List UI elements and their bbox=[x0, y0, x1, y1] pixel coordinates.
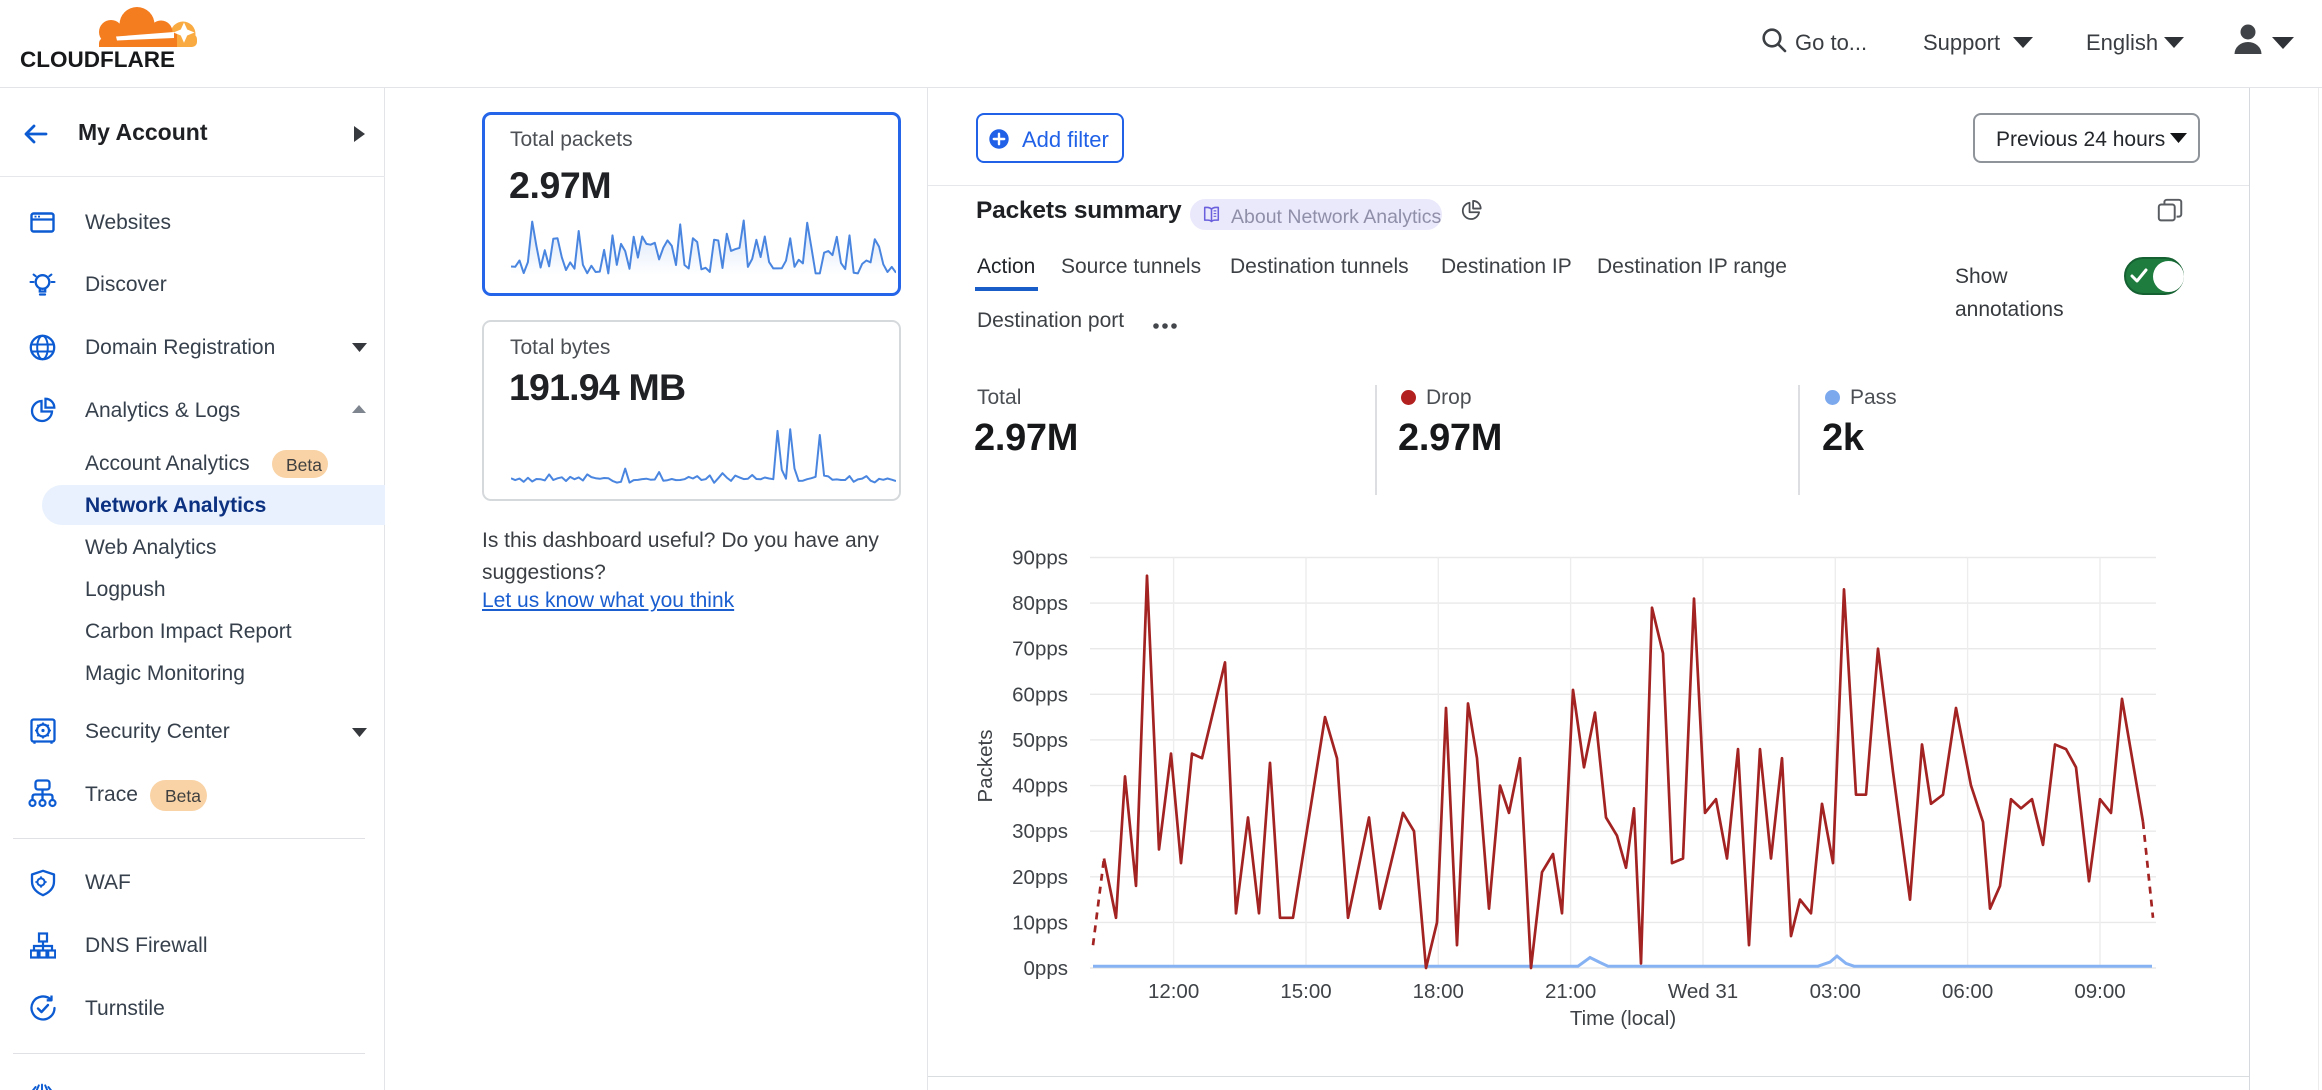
svg-text:21:00: 21:00 bbox=[1545, 980, 1596, 1003]
svg-text:15:00: 15:00 bbox=[1280, 980, 1331, 1003]
svg-text:90pps: 90pps bbox=[1012, 547, 1068, 570]
svg-text:03:00: 03:00 bbox=[1810, 980, 1861, 1003]
svg-text:09:00: 09:00 bbox=[2074, 980, 2125, 1003]
svg-text:50pps: 50pps bbox=[1012, 729, 1068, 752]
svg-text:0pps: 0pps bbox=[1024, 957, 1068, 980]
svg-text:60pps: 60pps bbox=[1012, 683, 1068, 706]
svg-text:Wed 31: Wed 31 bbox=[1668, 980, 1738, 1003]
svg-text:20pps: 20pps bbox=[1012, 866, 1068, 889]
svg-text:12:00: 12:00 bbox=[1148, 980, 1199, 1003]
svg-text:Time (local): Time (local) bbox=[1570, 1007, 1676, 1030]
svg-text:80pps: 80pps bbox=[1012, 592, 1068, 615]
svg-text:Packets: Packets bbox=[974, 730, 997, 803]
svg-text:10pps: 10pps bbox=[1012, 911, 1068, 934]
svg-text:18:00: 18:00 bbox=[1413, 980, 1464, 1003]
svg-text:40pps: 40pps bbox=[1012, 775, 1068, 798]
svg-text:30pps: 30pps bbox=[1012, 820, 1068, 843]
svg-text:70pps: 70pps bbox=[1012, 638, 1068, 661]
svg-text:CLOUDFLARE: CLOUDFLARE bbox=[20, 47, 175, 70]
svg-text:06:00: 06:00 bbox=[1942, 980, 1993, 1003]
